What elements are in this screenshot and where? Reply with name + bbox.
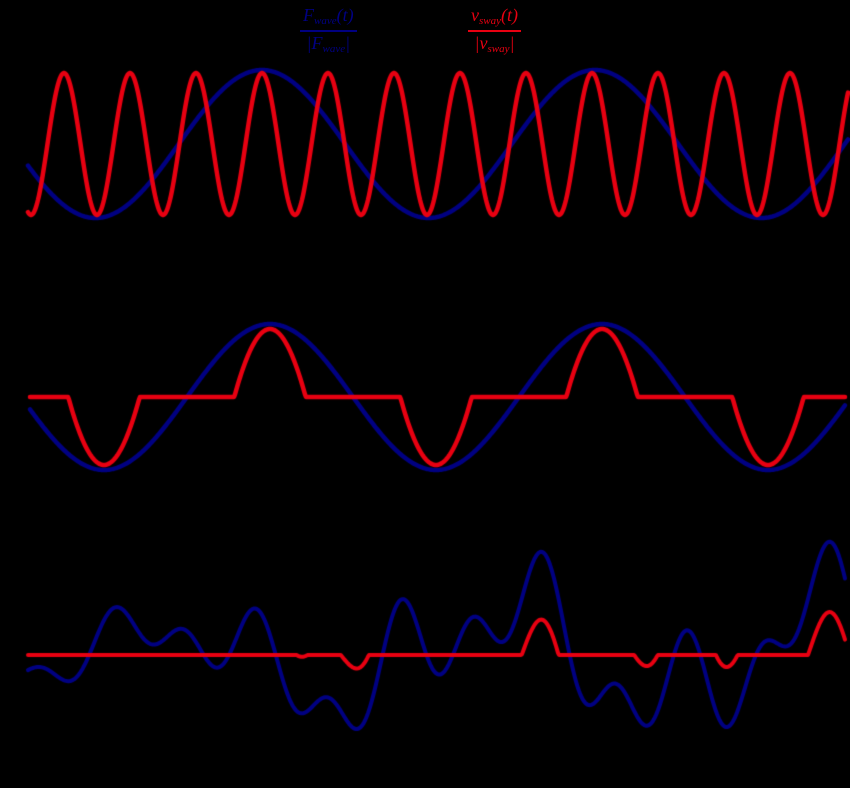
force-denominator-right: |: [345, 32, 351, 53]
velocity-denominator-left: |v: [474, 32, 488, 53]
force-denominator-subscript: wave: [322, 42, 346, 55]
velocity-symbol: v: [471, 5, 479, 25]
velocity-denominator-subscript: sway: [487, 42, 510, 55]
force-symbol: F: [303, 5, 314, 25]
velocity-denominator-right: |: [509, 32, 515, 53]
legend-force-denominator: |Fwave|: [300, 32, 357, 56]
legend-velocity-numerator: vsway(t): [468, 6, 521, 32]
legend-force-numerator: Fwave(t): [300, 6, 357, 32]
legend-wave-force: Fwave(t) |Fwave|: [300, 6, 357, 55]
velocity-subscript: sway: [479, 15, 501, 27]
velocity-argument: (t): [501, 5, 518, 25]
legend-velocity-denominator: |vsway|: [468, 32, 521, 56]
force-subscript: wave: [314, 15, 337, 27]
legend-sway-velocity: vsway(t) |vsway|: [468, 6, 521, 55]
force-denominator-left: |F: [306, 32, 323, 53]
force-argument: (t): [336, 5, 354, 25]
